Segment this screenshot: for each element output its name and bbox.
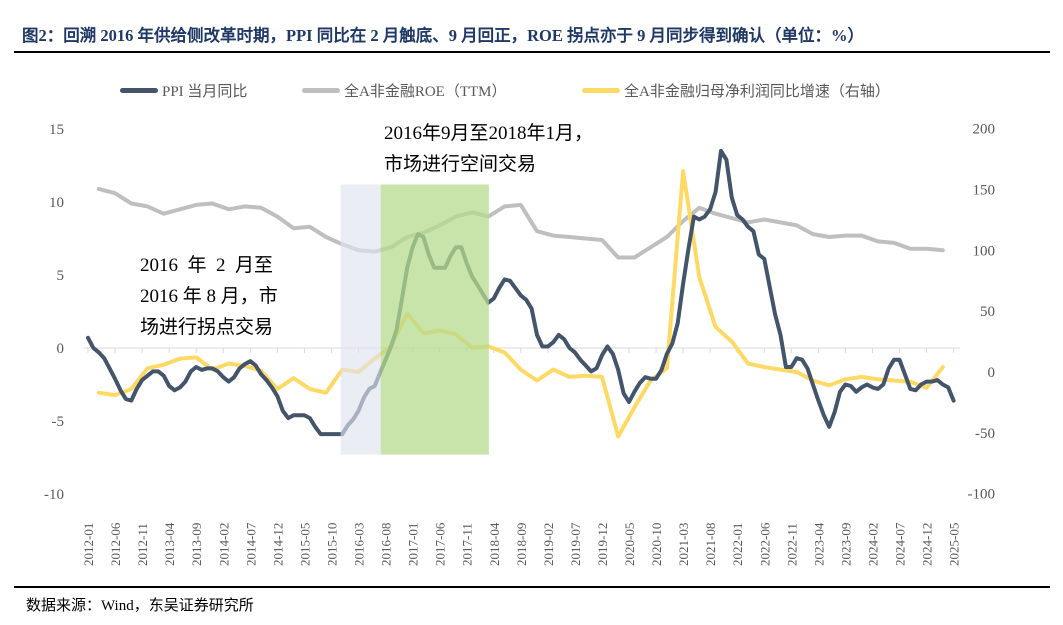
y-left-tick-label: 10 <box>49 195 64 211</box>
legend-label-ppi: PPI 当月同比 <box>162 84 248 100</box>
x-tick-label: 2024-12 <box>920 523 935 566</box>
series-line-roe <box>96 186 945 260</box>
highlight-band-green <box>380 184 489 455</box>
y-left-tick-label: -10 <box>44 487 64 503</box>
series-line-ppi <box>86 148 956 437</box>
x-tick-label: 2014-12 <box>270 523 285 566</box>
y-left-tick-label: -5 <box>52 414 65 430</box>
x-tick-label: 2019-07 <box>568 522 583 566</box>
legend-label-roe: 全A非金融ROE（TTM） <box>344 84 507 100</box>
y-right-tick-label: 100 <box>973 243 996 259</box>
x-tick-label: 2019-02 <box>541 523 556 566</box>
x-tick-label: 2024-02 <box>865 523 880 566</box>
x-tick-label: 2025-05 <box>947 523 962 566</box>
chart-title: 图2：回溯 2016 年供给侧改革时期，PPI 同比在 2 月触底、9 月回正，… <box>22 26 864 45</box>
data-source: 数据来源：Wind，东吴证券研究所 <box>26 598 254 614</box>
y-right-tick-label: -50 <box>975 426 995 442</box>
y-left-tick-label: 5 <box>57 268 65 284</box>
x-tick-label: 2020-05 <box>622 523 637 566</box>
x-tick-label: 2021-03 <box>676 523 691 566</box>
annotation-green: 2016年9月至2018年1月， 市场进行空间交易 <box>384 118 593 180</box>
annotation-green-line: 2016年9月至2018年1月， <box>384 123 594 144</box>
y-right-tick-label: 0 <box>988 365 996 381</box>
x-tick-label: 2022-06 <box>757 522 772 566</box>
y-right-tick-label: 200 <box>973 122 996 138</box>
x-tick-label: 2016-08 <box>379 523 394 566</box>
annotation-green-line: 市场进行空间交易 <box>384 154 537 175</box>
legend-swatch-roe <box>302 88 340 93</box>
x-tick-label: 2014-07 <box>243 522 258 566</box>
y-left-tick-label: 15 <box>49 122 64 138</box>
highlight-band-gray <box>340 184 381 455</box>
series-line-profit-growth <box>96 169 945 439</box>
y-left-tick-label: 0 <box>57 341 65 357</box>
x-tick-label: 2024-07 <box>893 522 908 566</box>
legend-swatch-profit <box>582 88 620 93</box>
x-tick-label: 2022-11 <box>784 523 799 566</box>
x-tick-label: 2017-11 <box>460 523 475 566</box>
x-tick-label: 2022-01 <box>730 523 745 566</box>
legend-item-ppi: PPI 当月同比 <box>120 80 247 101</box>
title-divider <box>14 51 1050 53</box>
legend-item-profit: 全A非金融归母净利润同比增速（右轴） <box>582 80 890 101</box>
annotation-gray-line: 2016 年 2 月至 <box>140 255 274 276</box>
x-tick-label: 2012-06 <box>108 522 123 566</box>
x-tick-label: 2012-11 <box>135 523 150 566</box>
x-tick-label: 2015-05 <box>297 523 312 566</box>
x-tick-label: 2020-10 <box>649 523 664 566</box>
y-right-tick-label: -100 <box>968 487 996 503</box>
x-tick-label: 2016-03 <box>352 523 367 566</box>
x-tick-label: 2018-09 <box>514 523 529 566</box>
legend-swatch-ppi <box>120 88 158 93</box>
x-tick-label: 2013-04 <box>162 522 177 566</box>
annotation-gray: 2016 年 2 月至 2016 年 8 月，市 场进行拐点交易 <box>140 250 278 343</box>
x-tick-label: 2019-12 <box>595 523 610 566</box>
annotation-gray-line: 2016 年 8 月，市 <box>140 286 278 307</box>
x-tick-label: 2023-04 <box>811 522 826 566</box>
x-tick-label: 2023-09 <box>838 523 853 566</box>
x-tick-label: 2014-02 <box>216 523 231 566</box>
y-right-tick-label: 50 <box>980 304 995 320</box>
x-tick-label: 2015-10 <box>324 523 339 566</box>
legend-label-profit: 全A非金融归母净利润同比增速（右轴） <box>624 84 890 100</box>
x-tick-label: 2012-01 <box>81 523 96 566</box>
source-divider <box>14 586 1050 588</box>
x-tick-label: 2021-08 <box>703 523 718 566</box>
x-tick-label: 2018-04 <box>487 522 502 566</box>
y-right-tick-label: 150 <box>973 182 996 198</box>
x-tick-label: 2017-06 <box>433 522 448 566</box>
annotation-gray-line: 场进行拐点交易 <box>140 317 274 338</box>
x-tick-label: 2017-01 <box>406 523 421 566</box>
x-tick-label: 2013-09 <box>189 523 204 566</box>
legend-item-roe: 全A非金融ROE（TTM） <box>302 80 507 101</box>
